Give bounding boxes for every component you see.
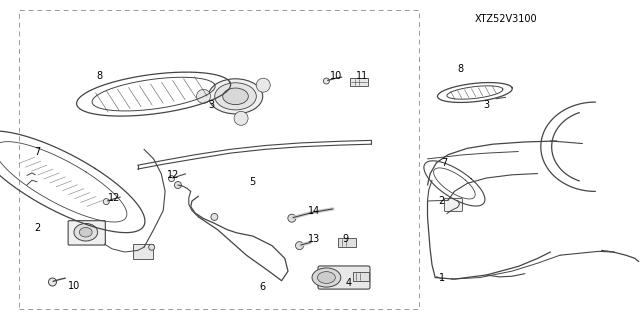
Ellipse shape [288,214,296,222]
Ellipse shape [168,176,175,182]
Ellipse shape [196,89,211,103]
Ellipse shape [323,78,330,84]
Text: 3: 3 [483,100,490,110]
Ellipse shape [234,111,248,125]
Text: 5: 5 [250,177,256,187]
Text: 7: 7 [34,146,40,157]
Ellipse shape [312,268,340,287]
Ellipse shape [211,213,218,220]
Ellipse shape [74,223,98,241]
Ellipse shape [317,272,335,283]
Bar [19,10,419,309]
FancyBboxPatch shape [133,244,154,259]
Ellipse shape [79,227,92,237]
Ellipse shape [214,83,256,110]
Ellipse shape [49,278,56,286]
Text: 10: 10 [67,280,80,291]
FancyBboxPatch shape [349,78,369,86]
Text: 3: 3 [208,100,214,110]
Text: 8: 8 [96,71,102,81]
Text: XTZ52V3100: XTZ52V3100 [474,14,537,24]
Text: 11: 11 [355,71,368,81]
Text: 10: 10 [330,71,342,81]
Text: 7: 7 [442,158,448,168]
Text: 13: 13 [307,234,320,244]
FancyBboxPatch shape [444,198,463,211]
Text: 12: 12 [166,170,179,180]
Text: 2: 2 [34,223,40,233]
Text: 14: 14 [307,205,320,216]
Text: 12: 12 [108,193,120,203]
Ellipse shape [296,241,303,250]
Ellipse shape [223,88,248,105]
FancyBboxPatch shape [338,238,356,247]
FancyBboxPatch shape [68,221,106,245]
Text: 8: 8 [458,63,464,74]
Ellipse shape [148,244,155,250]
FancyBboxPatch shape [318,266,370,289]
Ellipse shape [209,79,262,114]
Ellipse shape [103,199,109,204]
Text: 2: 2 [438,196,445,206]
FancyBboxPatch shape [353,272,369,281]
Text: 4: 4 [346,278,352,288]
Text: 6: 6 [259,282,266,292]
Text: 1: 1 [438,272,445,283]
Ellipse shape [175,182,181,189]
Ellipse shape [256,78,270,92]
Text: 9: 9 [342,234,349,244]
